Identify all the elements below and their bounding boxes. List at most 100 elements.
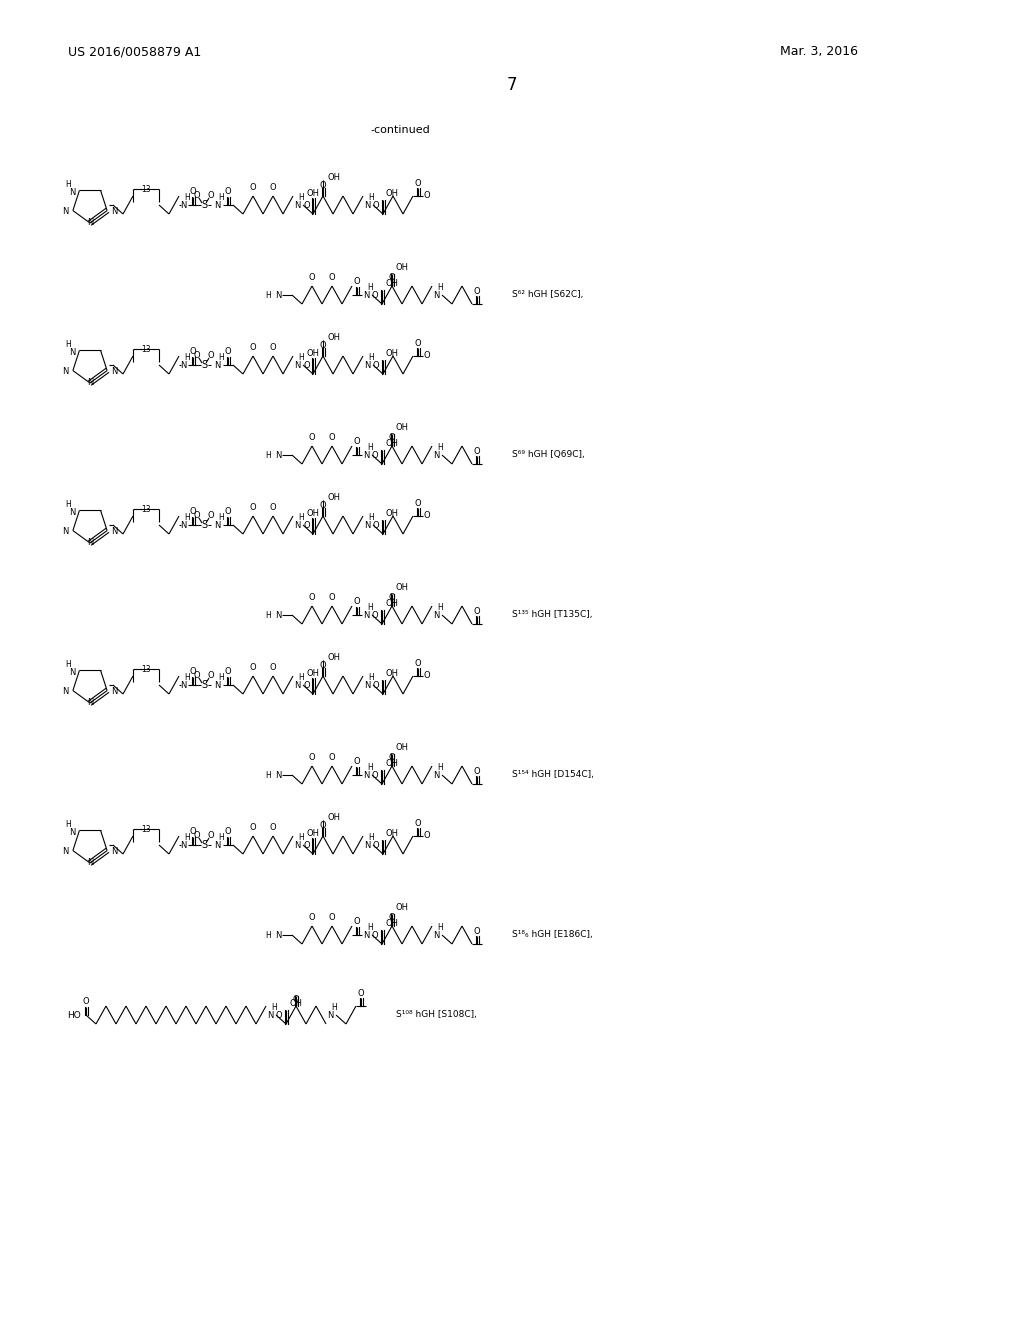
Text: O: O [189,347,197,356]
Text: OH: OH [386,829,399,838]
Text: O: O [373,681,379,690]
Text: O: O [303,681,310,690]
Text: H: H [265,931,271,940]
Text: N: N [267,1011,273,1019]
Text: H: H [218,833,224,842]
Text: H: H [66,821,72,829]
Text: N: N [364,520,371,529]
Text: O: O [194,190,201,199]
Text: O: O [250,343,256,352]
Text: H: H [184,193,189,202]
Text: HO: HO [67,1011,81,1019]
Text: H: H [437,923,442,932]
Text: O: O [308,594,315,602]
Text: O: O [415,659,421,668]
Text: O: O [415,338,421,347]
Text: H: H [368,352,374,362]
Text: S¹⁰⁸ hGH [S108C],: S¹⁰⁸ hGH [S108C], [396,1011,477,1019]
Text: O: O [389,913,395,923]
Text: H: H [368,763,373,771]
Text: H: H [368,672,374,681]
Text: O: O [389,273,395,282]
Text: OH: OH [306,508,319,517]
Text: O: O [319,821,327,830]
Text: N: N [433,610,439,619]
Text: O: O [303,202,310,210]
Text: O: O [329,273,335,282]
Text: O: O [372,611,378,620]
Text: N: N [364,681,371,689]
Text: H: H [298,352,304,362]
Text: N: N [69,668,76,677]
Text: N: N [294,360,300,370]
Text: OH: OH [306,829,319,837]
Text: Mar. 3, 2016: Mar. 3, 2016 [780,45,858,58]
Text: S: S [201,840,207,850]
Text: N: N [69,348,76,358]
Text: OH: OH [386,510,399,519]
Text: H: H [265,290,271,300]
Text: N: N [214,201,220,210]
Text: H: H [184,833,189,842]
Text: S: S [201,520,207,531]
Text: N: N [62,688,69,696]
Text: S⁶⁹ hGH [Q69C],: S⁶⁹ hGH [Q69C], [512,450,585,459]
Text: O: O [250,503,256,512]
Text: N: N [112,847,118,857]
Text: O: O [250,183,256,193]
Text: O: O [308,273,315,282]
Text: OH: OH [396,424,409,433]
Text: H: H [331,1002,337,1011]
Text: H: H [265,610,271,619]
Text: 7: 7 [507,77,517,94]
Text: O: O [83,998,89,1006]
Text: O: O [415,178,421,187]
Text: S¹⁵⁴ hGH [D154C],: S¹⁵⁴ hGH [D154C], [512,771,594,780]
Text: N: N [180,520,186,529]
Text: O: O [424,351,430,360]
Text: O: O [329,754,335,763]
Text: N: N [180,360,186,370]
Text: N: N [62,207,69,216]
Text: O: O [474,606,480,615]
Text: O: O [415,818,421,828]
Text: H: H [218,672,224,681]
Text: N: N [180,841,186,850]
Text: S⁶² hGH [S62C],: S⁶² hGH [S62C], [512,290,584,300]
Text: OH: OH [306,348,319,358]
Text: N: N [364,841,371,850]
Text: N: N [294,520,300,529]
Text: 13: 13 [141,825,151,834]
Text: O: O [474,286,480,296]
Text: O: O [308,433,315,442]
Text: H: H [66,660,72,669]
Text: OH: OH [306,189,319,198]
Text: O: O [224,668,231,676]
Text: O: O [269,343,276,352]
Text: N: N [433,290,439,300]
Text: S¹⁸₆ hGH [E186C],: S¹⁸₆ hGH [E186C], [512,931,593,940]
Text: N: N [87,858,93,867]
Text: N: N [433,931,439,940]
Text: O: O [353,437,360,446]
Text: OH: OH [327,334,340,342]
Text: H: H [368,442,373,451]
Text: OH: OH [386,669,399,678]
Text: O: O [353,758,360,767]
Text: O: O [353,917,360,927]
Text: O: O [224,828,231,837]
Text: O: O [303,521,310,531]
Text: O: O [308,754,315,763]
Text: H: H [298,512,304,521]
Text: N: N [362,771,370,780]
Text: N: N [87,539,93,546]
Text: O: O [275,1011,282,1020]
Text: OH: OH [327,813,340,822]
Text: N: N [112,207,118,216]
Text: S: S [201,680,207,690]
Text: H: H [368,833,374,842]
Text: O: O [372,292,378,301]
Text: N: N [62,847,69,857]
Text: O: O [372,932,378,940]
Text: O: O [189,507,197,516]
